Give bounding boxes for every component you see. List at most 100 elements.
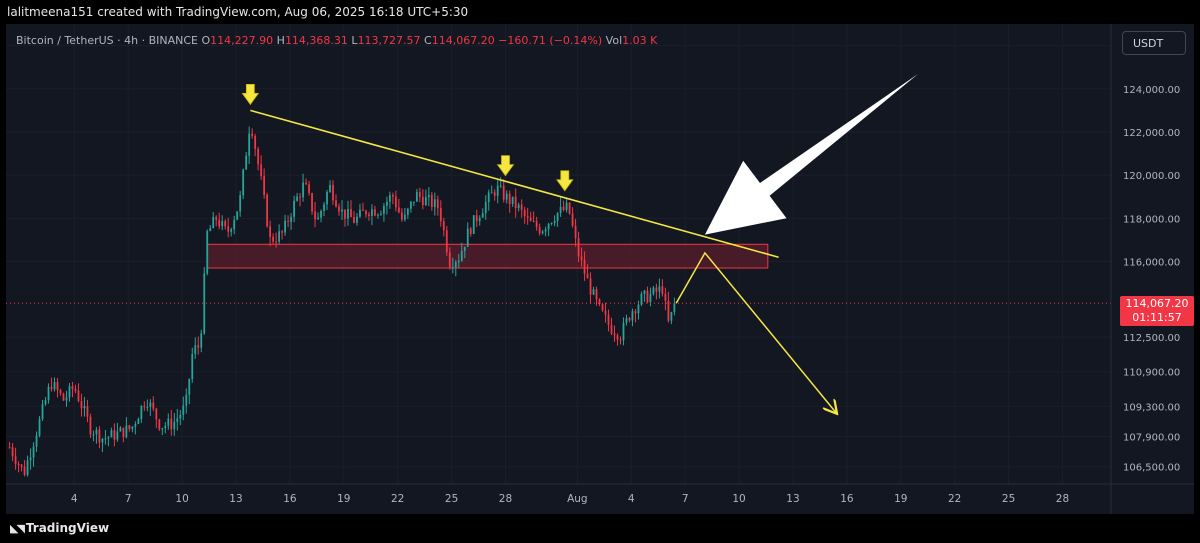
candle-body <box>371 209 373 216</box>
candle-body <box>149 402 152 407</box>
candle-body <box>400 212 403 220</box>
annotation-arrow-icon <box>704 74 918 235</box>
candle-body <box>80 401 83 409</box>
x-tick-label: 10 <box>732 493 745 505</box>
candle-body <box>59 390 62 394</box>
candle-body <box>284 220 286 233</box>
candle-body <box>212 216 215 229</box>
candle-body <box>517 204 520 209</box>
candle-body <box>622 322 625 341</box>
candle-body <box>448 252 451 268</box>
candle-body <box>418 192 421 197</box>
x-tick-label: 7 <box>682 493 689 505</box>
candle-body <box>383 205 385 214</box>
candle-body <box>221 221 224 227</box>
candle-body <box>41 404 44 419</box>
candle-body <box>380 213 382 215</box>
candle-body <box>140 405 143 420</box>
candle-body <box>62 393 65 401</box>
y-tick-label: 124,000.00 <box>1123 85 1180 96</box>
candle-body <box>571 213 574 226</box>
chart-panel[interactable]: 126,000.00124,000.00122,000.00120,000.00… <box>6 24 1194 514</box>
candle-body <box>14 456 17 465</box>
candle-body <box>392 195 394 197</box>
candle-body <box>574 225 577 239</box>
symbol-label[interactable]: Bitcoin / TetherUS · 4h · BINANCE <box>16 34 198 47</box>
candle-body <box>589 278 592 295</box>
x-tick-label: 16 <box>283 493 297 505</box>
candle-body <box>206 231 209 274</box>
candle-body <box>520 204 523 210</box>
last-price-tag: 114,067.20 01:11:57 <box>1120 296 1194 326</box>
candle-body <box>56 382 59 391</box>
candle-body <box>625 318 628 323</box>
candle-body <box>308 184 310 194</box>
candle-body <box>577 238 580 257</box>
annotation-lines-layer <box>6 74 1111 413</box>
candle-body <box>131 426 134 429</box>
volume-label: Vol <box>605 34 623 47</box>
projection-path <box>675 251 836 413</box>
candle-body <box>359 209 361 217</box>
candle-body <box>104 438 107 440</box>
candle-body <box>604 310 607 315</box>
candle-body <box>481 213 484 218</box>
x-tick-label: 13 <box>786 493 799 505</box>
candle-body <box>170 418 173 430</box>
candle-body <box>20 464 23 467</box>
candle-body <box>601 304 604 311</box>
candle-body <box>580 256 583 260</box>
descending-trendline <box>250 109 779 259</box>
price-chart[interactable]: 126,000.00124,000.00122,000.00120,000.00… <box>6 24 1194 514</box>
credit-text: lalitmeena151 created with TradingView.c… <box>7 5 469 19</box>
x-tick-label: 4 <box>71 493 78 505</box>
close-value: 114,067.20 <box>431 34 495 47</box>
axes-layer: 126,000.00124,000.00122,000.00120,000.00… <box>6 24 1194 514</box>
candle-body <box>8 447 11 449</box>
open-label: O <box>201 34 211 47</box>
candle-body <box>23 466 26 475</box>
candle-body <box>374 209 376 216</box>
candle-body <box>362 209 364 211</box>
candle-body <box>610 324 613 334</box>
tradingview-brand[interactable]: ◣◥ TradingView <box>10 521 109 535</box>
candle-body <box>619 339 622 341</box>
candle-body <box>86 406 89 417</box>
y-tick-label: 109,300.00 <box>1123 402 1180 413</box>
y-tick-label: 116,000.00 <box>1123 258 1180 269</box>
peak-marker-icon <box>556 170 574 192</box>
tradingview-logo-icon: ◣◥ <box>10 522 25 535</box>
candle-body <box>445 230 448 253</box>
candle-body <box>209 228 212 232</box>
candle-body <box>242 169 245 196</box>
candle-body <box>511 196 514 204</box>
candle-body <box>251 133 254 137</box>
candle-body <box>197 345 200 348</box>
candle-body <box>128 425 131 429</box>
candle-body <box>296 196 298 201</box>
x-tick-label: 25 <box>1002 493 1015 505</box>
candle-body <box>77 390 80 402</box>
candle-body <box>535 221 538 228</box>
candle-body <box>98 429 101 443</box>
candle-body <box>161 428 164 430</box>
tradingview-brand-text: TradingView <box>25 521 110 535</box>
candle-body <box>116 431 119 440</box>
candle-body <box>344 209 346 219</box>
candle-body <box>583 259 586 274</box>
candle-body <box>329 184 331 192</box>
y-tick-label: 107,900.00 <box>1123 432 1180 443</box>
candle-body <box>341 209 343 212</box>
candle-body <box>436 199 439 209</box>
candle-body <box>368 214 370 216</box>
candles-layer <box>8 126 676 477</box>
candle-body <box>167 418 170 426</box>
candle-body <box>523 209 526 216</box>
y-tick-label: 118,000.00 <box>1123 214 1180 225</box>
candle-body <box>266 194 269 227</box>
candle-body <box>176 418 179 422</box>
candle-body <box>631 311 634 321</box>
x-tick-label: 25 <box>445 493 458 505</box>
currency-button[interactable]: USDT <box>1122 31 1186 55</box>
